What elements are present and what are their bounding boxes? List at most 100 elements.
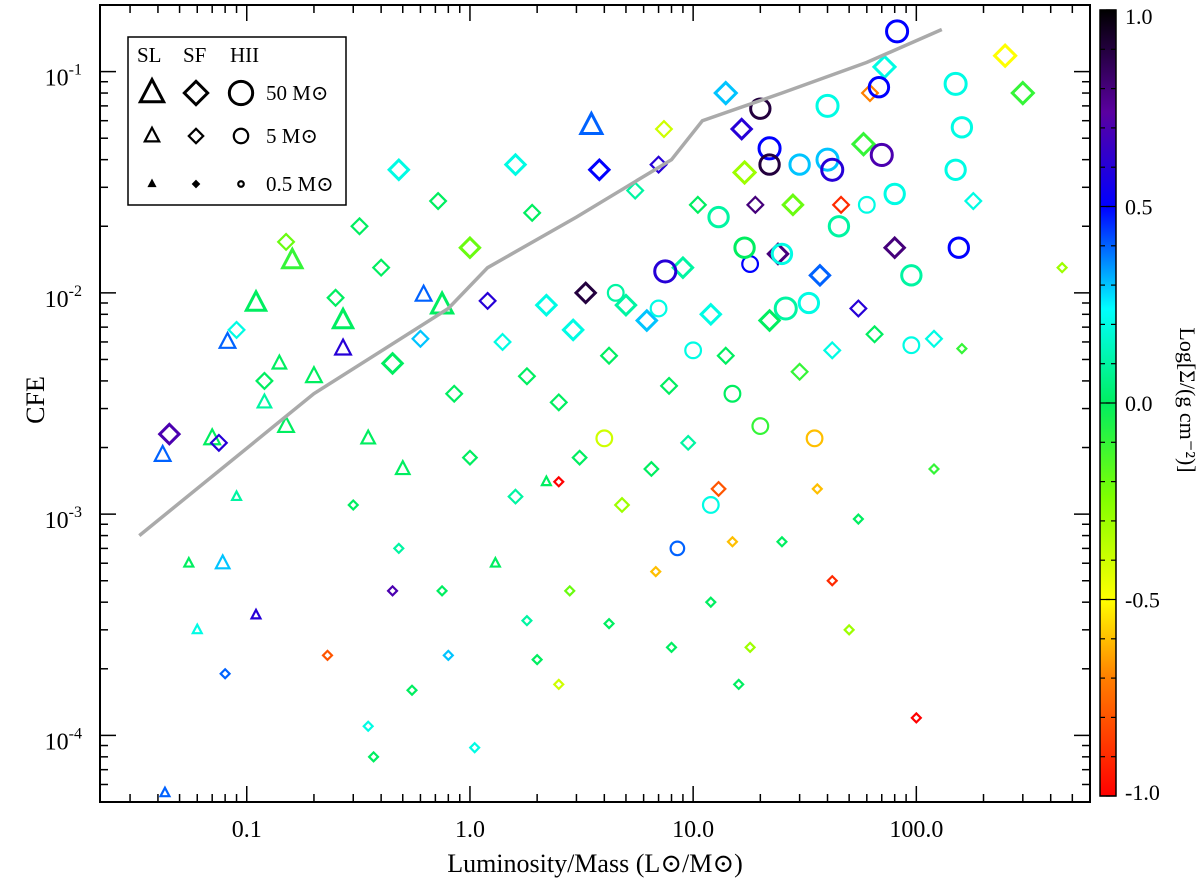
diamond-point (227, 320, 246, 340)
triangle-point (249, 607, 263, 620)
diamond-point (531, 653, 544, 666)
circle-point (805, 429, 824, 448)
circle-point (751, 417, 770, 436)
legend-circle-symbol (232, 127, 250, 145)
diamond-point (367, 750, 380, 763)
diamond-point (478, 291, 498, 311)
diamond-point (679, 434, 697, 452)
colorbar-tick-label: 0.0 (1125, 391, 1153, 416)
y-tick-label: 10-1 (45, 62, 82, 92)
diamond-point (1010, 80, 1036, 106)
diamond-point (255, 371, 274, 391)
circle-point (684, 341, 703, 360)
diamond-point (386, 584, 399, 597)
circle-point (902, 336, 921, 355)
legend-header-sf: SF (183, 43, 206, 67)
colorbar-ticks (1100, 9, 1116, 797)
diamond-point (468, 741, 481, 754)
circle-point (595, 429, 614, 448)
diamond-point (552, 678, 565, 691)
diamond-point (380, 351, 405, 376)
triangle-point (359, 428, 377, 445)
diamond-point (571, 449, 588, 466)
diamond-point (520, 614, 533, 627)
circle-point (869, 142, 894, 167)
diamond-point (362, 720, 375, 733)
diamond-point (321, 649, 334, 662)
diamond-point (848, 299, 868, 318)
triangle-point (214, 553, 232, 570)
y-axis-label: CFE (21, 376, 50, 424)
circle-point (857, 195, 876, 214)
triangle-point (578, 110, 605, 136)
diamond-point (517, 366, 537, 386)
diamond-point (716, 346, 736, 366)
legend-triangle-symbol (147, 178, 157, 188)
diamond-point (157, 422, 182, 446)
colorbar-tick-label: 0.5 (1125, 195, 1153, 220)
diamond-point (744, 641, 757, 654)
circle-point (943, 71, 968, 96)
diamond-point (811, 482, 824, 495)
diamond-point (710, 480, 727, 498)
x-axis-label: Luminosity/Mass (L⊙/M⊙) (447, 849, 743, 878)
diamond-point (563, 584, 576, 597)
diamond-point (522, 203, 542, 223)
circle-point (701, 496, 720, 514)
diamond-point (392, 542, 405, 555)
diamond-point (507, 488, 524, 505)
diamond-point (649, 565, 662, 578)
circle-point (900, 264, 923, 287)
diamond-point (347, 498, 360, 511)
diamond-point (860, 83, 880, 103)
diamond-point (350, 216, 369, 236)
circle-point (649, 299, 668, 318)
diamond-point (732, 678, 745, 691)
colorbar-label: Log[Σ/(g cm⁻²)] (1175, 327, 1200, 472)
triangle-point (230, 489, 243, 502)
legend-mass-5: 5 M⊙ (266, 124, 318, 148)
circle-point (770, 242, 794, 266)
circle-point (815, 93, 840, 118)
legend-diamond-symbol (182, 79, 210, 107)
circle-point (653, 259, 678, 284)
scatter-points (153, 19, 1069, 798)
diamond-point (219, 667, 232, 680)
triangle-point (217, 330, 238, 349)
diamond-point (775, 535, 788, 548)
triangle-point (429, 289, 456, 315)
diamond-point (326, 288, 345, 308)
y-tick-label: 10-2 (45, 283, 82, 313)
diamond-point (603, 617, 616, 630)
legend: SL SF HII 50 M⊙ 5 M⊙ 0.5 M⊙ (127, 36, 347, 206)
triangle-point (158, 785, 172, 798)
upper-envelope-line (138, 27, 943, 537)
diamond-point (963, 191, 983, 211)
diamond-point (442, 649, 455, 662)
diamond-point (699, 302, 723, 327)
circle-point (757, 136, 782, 161)
x-tick-label: 1.0 (455, 817, 485, 843)
legend-symbols (137, 76, 255, 189)
triangle-point (280, 246, 305, 270)
diamond-point (625, 181, 645, 200)
plot-frame (99, 4, 1091, 803)
diamond-point (599, 346, 619, 366)
diamond-point (843, 623, 856, 636)
colorbar-tick-label: 1.0 (1125, 4, 1153, 29)
x-tick-label: 10.0 (672, 817, 714, 843)
diamond-point (927, 462, 941, 475)
diamond-point (671, 255, 695, 280)
diamond-point (549, 392, 569, 412)
diamond-point (850, 131, 877, 157)
diamond-point (643, 460, 660, 478)
diamond-point (704, 596, 717, 609)
diamond-point (822, 340, 842, 360)
triangle-point (255, 392, 274, 409)
circle-point (883, 182, 906, 206)
triangle-point (270, 353, 288, 370)
diamond-point (561, 318, 585, 342)
circle-point (885, 19, 910, 44)
diamond-point (649, 155, 668, 174)
